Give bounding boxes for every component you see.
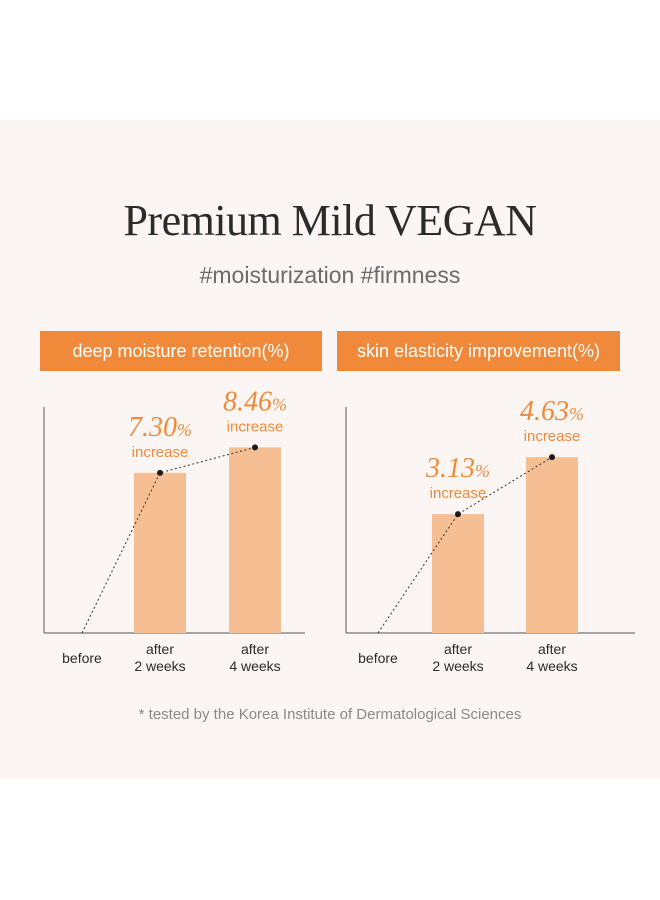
data-label-value-2: 8.46% bbox=[223, 386, 287, 417]
tick-label-0: before bbox=[358, 650, 398, 666]
trend-point-1 bbox=[455, 511, 461, 518]
chart-title-moisture: deep moisture retention(%) bbox=[40, 331, 322, 371]
tick-label-line: 4 weeks bbox=[526, 658, 577, 674]
tick-label-line: before bbox=[62, 650, 102, 666]
bar-1 bbox=[134, 472, 186, 633]
data-label-value-2: 4.63% bbox=[520, 396, 584, 427]
tick-label-1: after 2 weeks bbox=[134, 641, 185, 674]
data-label-unit-1: % bbox=[475, 461, 490, 481]
tick-label-1: after 2 weeks bbox=[432, 641, 483, 674]
bar-1 bbox=[432, 514, 484, 633]
data-label-number-1: 3.13 bbox=[425, 453, 475, 484]
tick-label-2: after 4 weeks bbox=[526, 641, 577, 674]
bar-2 bbox=[526, 457, 578, 633]
tick-label-line: 4 weeks bbox=[229, 658, 280, 674]
background-panel bbox=[0, 120, 660, 778]
tick-label-0: before bbox=[62, 650, 102, 666]
data-label-unit-2: % bbox=[569, 404, 584, 424]
data-label-unit-2: % bbox=[272, 394, 287, 414]
chart-title-elasticity: skin elasticity improvement(%) bbox=[337, 331, 620, 371]
tick-label-line: 2 weeks bbox=[432, 658, 483, 674]
tick-label-line: 2 weeks bbox=[134, 658, 185, 674]
trend-point-2 bbox=[549, 454, 555, 461]
trend-line bbox=[377, 456, 553, 634]
data-label-note-1: increase bbox=[430, 485, 487, 502]
page-title: Premium Mild VEGAN bbox=[123, 196, 537, 245]
data-label-number-2: 4.63 bbox=[520, 396, 569, 427]
trend-point-1 bbox=[157, 469, 163, 476]
page-subtitle: #moisturization #firmness bbox=[199, 262, 461, 288]
data-label-note-2: increase bbox=[227, 418, 284, 435]
trend-point-2 bbox=[252, 444, 258, 451]
data-label-number-2: 8.46 bbox=[223, 386, 272, 417]
trend-line bbox=[81, 446, 256, 634]
tick-label-line: after bbox=[146, 641, 174, 657]
footnote: * tested by the Korea Institute of Derma… bbox=[138, 706, 522, 723]
tick-label-line: after bbox=[241, 641, 269, 657]
tick-label-line: before bbox=[358, 650, 398, 666]
bar-2 bbox=[229, 447, 281, 633]
data-label-unit-1: % bbox=[177, 420, 192, 440]
tick-label-2: after 4 weeks bbox=[229, 641, 280, 674]
data-label-number-1: 7.30 bbox=[128, 412, 177, 443]
tick-label-line: after bbox=[444, 641, 472, 657]
data-label-value-1: 7.30% bbox=[128, 412, 192, 443]
data-label-value-1: 3.13% bbox=[425, 453, 490, 484]
data-label-note-1: increase bbox=[132, 444, 189, 461]
data-label-note-2: increase bbox=[524, 428, 581, 445]
tick-label-line: after bbox=[538, 641, 566, 657]
